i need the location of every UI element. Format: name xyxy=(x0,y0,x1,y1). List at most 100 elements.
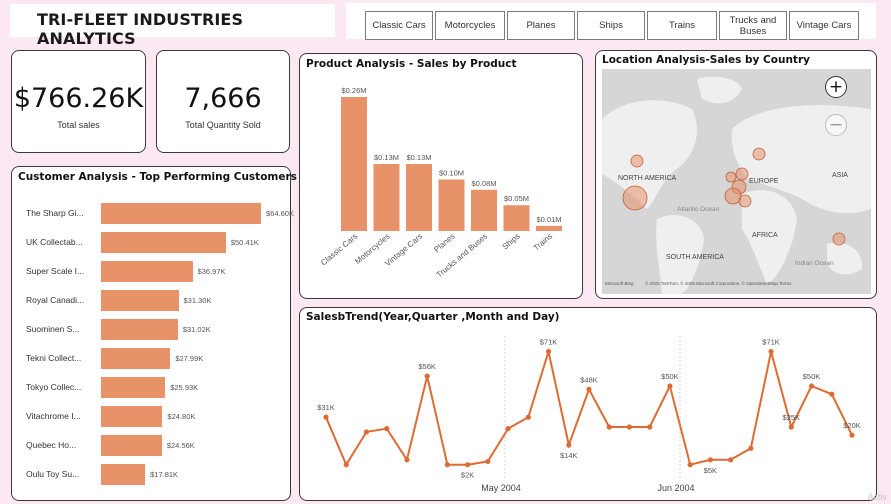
customer-name: Super Scale I... xyxy=(26,266,85,276)
customer-name: Quebec Ho... xyxy=(26,440,77,450)
customer-analysis-visual: Customer Analysis - Top Performing Custo… xyxy=(11,166,297,501)
map-label-europe: EUROPE xyxy=(749,178,779,185)
sales-trend-point xyxy=(384,426,390,432)
zoom-out-button[interactable]: − xyxy=(825,114,847,136)
sales-trend-data-label: $56K xyxy=(418,362,436,371)
sales-trend-point xyxy=(849,432,855,438)
sales-trend-line-chart: May 2004 Jun 2004 $31K $56K $2K $71K $14K $48K $… xyxy=(317,336,861,493)
customer-bar[interactable] xyxy=(101,406,163,427)
sales-trend-point xyxy=(728,457,734,463)
total-quantity-label: Total Quantity Sold xyxy=(185,120,261,130)
customer-bar[interactable] xyxy=(101,232,226,253)
sales-trend-data-label: $71K xyxy=(762,338,780,347)
customer-name: Suominen S... xyxy=(26,324,80,334)
sales-trend-data-label: $25K xyxy=(783,413,801,422)
sales-trend-point xyxy=(707,457,713,463)
sales-trend-line xyxy=(325,347,853,467)
customer-bar[interactable] xyxy=(101,435,162,456)
customer-value-label: $36.97K xyxy=(197,267,226,276)
customer-bar[interactable] xyxy=(101,319,178,340)
customer-name: Tekni Collect... xyxy=(26,353,82,363)
product-data-label: $0.05M xyxy=(504,194,529,203)
total-sales-card: $766.26K Total sales xyxy=(11,50,146,153)
total-sales-label: Total sales xyxy=(57,120,100,130)
map-label-atlantic-ocean: Atlantic Ocean xyxy=(677,206,720,213)
customer-bar[interactable] xyxy=(101,203,261,224)
zoom-in-button[interactable]: + xyxy=(825,76,847,98)
country-bubble xyxy=(630,154,644,168)
slicer-planes[interactable]: Planes xyxy=(507,11,575,40)
sales-trend-point xyxy=(748,445,754,451)
sales-trend-data-label: $2K xyxy=(461,471,474,480)
sales-trend-data-label: $5K xyxy=(704,466,717,475)
customer-bar[interactable] xyxy=(101,464,146,485)
sales-trend-title: SalesbTrend(Year,Quarter ,Month and Day) xyxy=(306,311,560,323)
country-bubble xyxy=(735,167,749,181)
map-label-south-america: SOUTH AMERICA xyxy=(666,254,724,261)
country-bubble xyxy=(832,232,846,246)
product-data-label: $0.26M xyxy=(341,86,366,95)
sales-trend-point xyxy=(566,442,572,448)
map-label-indian-ocean: Indian Ocean xyxy=(795,260,834,267)
customer-name: Oulu Toy Su... xyxy=(26,469,80,479)
customer-value-label: $31.02K xyxy=(182,325,211,334)
sales-trend-point xyxy=(404,457,410,463)
product-data-label: $0.13M xyxy=(406,153,431,162)
customer-name: UK Collectab... xyxy=(26,237,83,247)
location-analysis-visual: Location Analysis-Sales by Country NORTH… xyxy=(595,50,877,299)
location-analysis-title: Location Analysis-Sales by Country xyxy=(602,54,810,66)
sales-trend-point xyxy=(323,414,329,420)
customer-bar[interactable] xyxy=(101,348,171,369)
sales-trend-point xyxy=(505,426,511,432)
country-bubble xyxy=(738,194,752,208)
sales-trend-point xyxy=(465,462,471,468)
customer-bar[interactable] xyxy=(101,290,179,311)
map-bing-logo: Microsoft Bing xyxy=(605,281,634,286)
sales-map[interactable]: NORTH AMERICA EUROPE ASIA AFRICA SOUTH A… xyxy=(602,69,871,294)
sales-trend-point xyxy=(545,348,552,355)
product-category-label: Ships xyxy=(501,232,522,252)
product-bar xyxy=(373,164,400,231)
world-map: NORTH AMERICA EUROPE ASIA AFRICA SOUTH A… xyxy=(602,76,871,294)
customer-analysis-title: Customer Analysis - Top Performing Custo… xyxy=(18,171,297,183)
sales-trend-point xyxy=(667,383,673,389)
map-label-asia: ASIA xyxy=(832,172,848,179)
product-category-label: Trains xyxy=(532,232,555,253)
product-data-label: $0.08M xyxy=(471,179,496,188)
product-analysis-visual: Product Analysis - Sales by Product $0.2… xyxy=(299,53,583,299)
slicer-motorcycles[interactable]: Motorcycles xyxy=(435,11,505,40)
sales-trend-point xyxy=(586,386,592,392)
sales-trend-point xyxy=(363,429,370,435)
customer-value-label: $17.81K xyxy=(150,470,179,479)
customer-value-label: $24.56K xyxy=(166,441,195,450)
product-analysis-title: Product Analysis - Sales by Product xyxy=(306,58,517,70)
product-data-label: $0.10M xyxy=(439,168,464,177)
product-slicer: Classic Cars Motorcycles Planes Ships Tr… xyxy=(346,3,876,40)
activation-watermark: Activ xyxy=(867,492,887,502)
slicer-trains[interactable]: Trains xyxy=(647,11,717,40)
slicer-classic-cars[interactable]: Classic Cars xyxy=(365,11,433,40)
customer-bar[interactable] xyxy=(101,261,193,282)
sales-trend-point xyxy=(525,414,531,420)
slicer-vintage-cars[interactable]: Vintage Cars xyxy=(789,11,859,40)
country-bubble xyxy=(725,171,737,183)
customer-name: The Sharp Gi... xyxy=(26,208,84,218)
map-label-africa: AFRICA xyxy=(752,232,778,239)
total-sales-value: $766.26K xyxy=(13,83,144,114)
sales-trend-point xyxy=(687,462,693,468)
sales-trend-visual: SalesbTrend(Year,Quarter ,Month and Day)… xyxy=(299,307,877,501)
total-quantity-value: 7,666 xyxy=(184,83,262,114)
product-bar xyxy=(536,225,562,231)
map-label-north-america: NORTH AMERICA xyxy=(618,175,677,182)
slicer-ships[interactable]: Ships xyxy=(577,11,645,40)
product-category-label: Planes xyxy=(432,232,457,255)
sales-trend-point xyxy=(647,424,653,430)
sales-trend-data-label: $31K xyxy=(317,403,335,412)
sales-trend-point xyxy=(808,383,815,389)
sales-trend-point xyxy=(788,424,794,430)
slicer-trucks-and-buses[interactable]: Trucks and Buses xyxy=(719,11,787,40)
customer-value-label: $31.30K xyxy=(183,296,212,305)
sales-trend-point xyxy=(606,424,612,430)
customer-bar[interactable] xyxy=(101,377,166,398)
